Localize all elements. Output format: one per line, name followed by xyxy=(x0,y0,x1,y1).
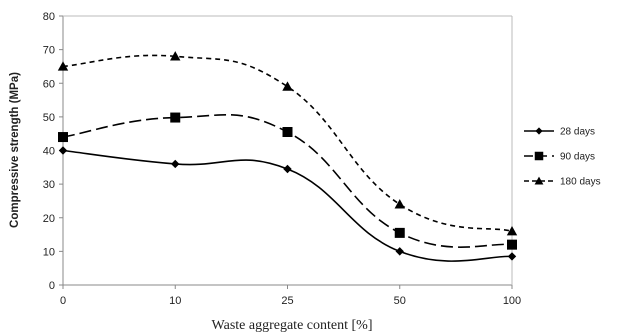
data-point xyxy=(394,199,405,209)
legend-marker xyxy=(534,176,544,185)
series-line xyxy=(62,54,513,232)
legend-label: 28 days xyxy=(560,127,595,138)
legend-item: 90 days xyxy=(524,152,595,163)
series-28-days xyxy=(58,146,517,262)
legend-item: 180 days xyxy=(524,177,601,188)
y-tick-label: 50 xyxy=(43,112,55,124)
x-tick-labels: 0 10 25 50 100 xyxy=(60,295,521,307)
y-tick-labels: 0 10 20 30 40 50 60 70 80 xyxy=(43,11,55,292)
series-90-days xyxy=(58,112,517,250)
data-point xyxy=(170,51,181,61)
data-point xyxy=(58,146,68,155)
legend-marker xyxy=(535,127,543,135)
y-tick-label: 30 xyxy=(43,179,55,191)
y-tick-label: 0 xyxy=(49,280,55,292)
legend-label: 90 days xyxy=(560,152,595,163)
data-point xyxy=(506,226,518,236)
data-point xyxy=(58,132,68,143)
y-tick-label: 40 xyxy=(43,146,55,158)
data-point xyxy=(507,239,517,250)
legend-label: 180 days xyxy=(560,177,601,188)
x-tick-label: 10 xyxy=(169,295,181,307)
legend-marker xyxy=(534,151,544,161)
series-group xyxy=(57,51,518,262)
legend-item: 28 days xyxy=(524,127,595,138)
y-tick-label: 20 xyxy=(43,213,55,225)
x-tick-label: 25 xyxy=(281,295,293,307)
data-point xyxy=(282,127,293,138)
series-180-days xyxy=(57,51,518,236)
y-tick-label: 10 xyxy=(43,246,55,258)
y-tick-label: 80 xyxy=(43,11,55,23)
y-axis-label: Compressive strength (MPa) xyxy=(9,72,21,228)
data-point xyxy=(394,227,405,238)
legend: 28 days 90 days 180 days xyxy=(524,127,601,188)
data-point xyxy=(282,81,293,91)
y-tick-label: 60 xyxy=(43,78,55,90)
data-point xyxy=(170,112,181,123)
y-tick-label: 70 xyxy=(43,45,55,57)
x-tick-label: 100 xyxy=(503,295,521,307)
x-tick-label: 50 xyxy=(394,295,406,307)
data-point xyxy=(171,159,180,169)
x-tick-label: 0 xyxy=(60,295,66,307)
data-point xyxy=(283,164,292,174)
data-point xyxy=(395,247,404,256)
x-axis-label: Waste aggregate content [%] xyxy=(212,318,373,333)
data-point xyxy=(507,252,517,261)
data-point xyxy=(57,61,69,71)
